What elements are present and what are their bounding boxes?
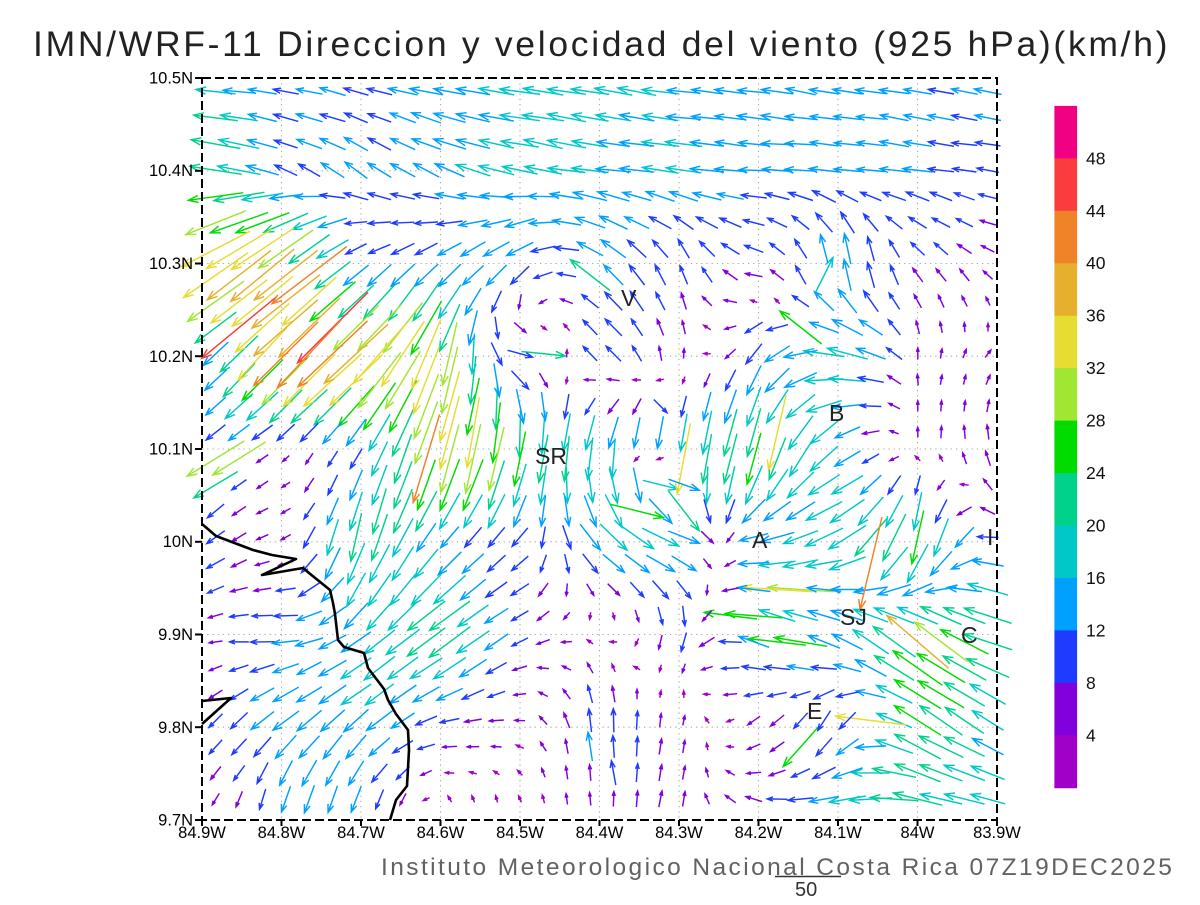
svg-text:10.2N: 10.2N: [149, 348, 193, 366]
svg-text:SR: SR: [535, 443, 567, 469]
svg-text:12: 12: [1086, 620, 1105, 640]
svg-text:A: A: [752, 527, 768, 553]
svg-text:C: C: [961, 622, 978, 648]
svg-text:8: 8: [1086, 673, 1096, 693]
svg-text:9.8N: 9.8N: [158, 719, 193, 737]
svg-text:50: 50: [795, 879, 817, 900]
svg-text:9.9N: 9.9N: [158, 626, 193, 644]
svg-text:10.1N: 10.1N: [149, 441, 193, 459]
svg-text:84.3W: 84.3W: [655, 824, 703, 842]
svg-text:44: 44: [1086, 201, 1106, 221]
svg-text:36: 36: [1086, 306, 1105, 326]
svg-text:84.4W: 84.4W: [576, 824, 624, 842]
svg-text:84W: 84W: [901, 824, 935, 842]
svg-text:4: 4: [1086, 725, 1096, 745]
svg-text:I: I: [987, 524, 993, 550]
svg-text:IMN/WRF-11 Direccion y velocid: IMN/WRF-11 Direccion y velocidad del vie…: [33, 24, 1170, 64]
svg-text:84.9W: 84.9W: [178, 824, 226, 842]
svg-text:20: 20: [1086, 516, 1106, 536]
svg-text:10.3N: 10.3N: [149, 255, 193, 273]
svg-text:83.9W: 83.9W: [973, 824, 1021, 842]
svg-text:84.8W: 84.8W: [258, 824, 306, 842]
svg-text:V: V: [621, 285, 637, 311]
svg-text:48: 48: [1086, 148, 1105, 168]
svg-text:SJ: SJ: [840, 604, 867, 630]
svg-text:24: 24: [1086, 463, 1106, 483]
svg-text:10.4N: 10.4N: [149, 162, 193, 180]
svg-text:28: 28: [1086, 411, 1105, 431]
svg-text:84.1W: 84.1W: [814, 824, 862, 842]
svg-text:84.6W: 84.6W: [417, 824, 465, 842]
svg-text:84.5W: 84.5W: [496, 824, 544, 842]
svg-text:10N: 10N: [163, 533, 193, 551]
svg-text:9.7N: 9.7N: [158, 812, 193, 830]
svg-text:84.2W: 84.2W: [735, 824, 783, 842]
svg-text:32: 32: [1086, 358, 1105, 378]
svg-text:10.5N: 10.5N: [149, 70, 193, 88]
svg-text:B: B: [829, 400, 844, 426]
svg-text:84.7W: 84.7W: [337, 824, 385, 842]
svg-text:40: 40: [1086, 253, 1106, 273]
svg-text:16: 16: [1086, 568, 1105, 588]
svg-text:E: E: [807, 698, 822, 724]
